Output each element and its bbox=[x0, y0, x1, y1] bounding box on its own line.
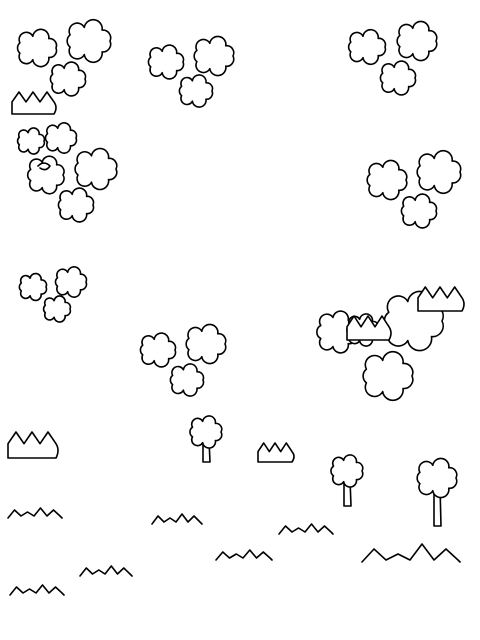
bush bbox=[418, 287, 464, 311]
grass-tuft bbox=[362, 544, 460, 562]
cloud bbox=[417, 151, 460, 194]
cloud bbox=[44, 296, 71, 322]
cloud bbox=[18, 29, 57, 66]
cloud bbox=[401, 194, 436, 228]
cloud bbox=[170, 364, 203, 396]
cloud bbox=[67, 20, 110, 63]
grass-tuft bbox=[279, 524, 333, 534]
cloud bbox=[55, 267, 86, 297]
cloud bbox=[194, 36, 234, 75]
cloud bbox=[397, 21, 437, 60]
cloud bbox=[140, 333, 175, 367]
bush bbox=[347, 316, 391, 340]
cloud bbox=[367, 160, 407, 199]
cloud bbox=[380, 61, 415, 95]
grass-tuft bbox=[80, 566, 132, 576]
tree-crown bbox=[331, 455, 363, 487]
bush bbox=[12, 92, 56, 114]
cloud bbox=[179, 75, 212, 107]
cloud bbox=[148, 45, 183, 79]
bush bbox=[8, 432, 58, 458]
grass-tuft bbox=[10, 585, 64, 595]
cloud bbox=[19, 274, 46, 301]
grass-tuft bbox=[216, 550, 272, 560]
cloud bbox=[50, 62, 85, 96]
tree-crown bbox=[190, 416, 222, 448]
cloud bbox=[363, 352, 413, 401]
cloud bbox=[28, 156, 64, 194]
tree-crown bbox=[417, 458, 457, 497]
cloud bbox=[18, 128, 45, 154]
bush bbox=[258, 443, 294, 462]
cloud bbox=[45, 123, 76, 153]
cloud bbox=[349, 30, 386, 65]
cloud bbox=[75, 149, 117, 190]
cloud bbox=[58, 188, 93, 222]
cloud bbox=[186, 324, 226, 363]
grass-tuft bbox=[152, 514, 202, 524]
grass-tuft bbox=[8, 508, 62, 518]
